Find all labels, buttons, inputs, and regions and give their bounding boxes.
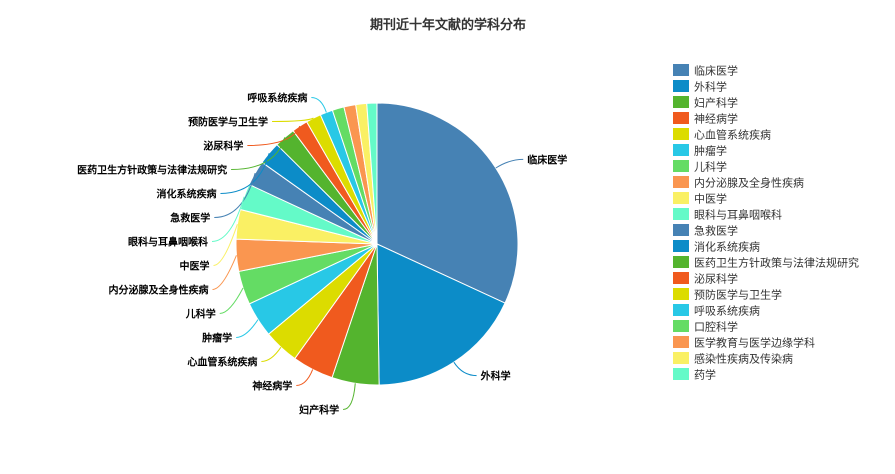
legend-label-6[interactable]: 肿瘤学 [694,144,727,158]
legend-label-2[interactable]: 外科学 [694,80,727,94]
pie-label-4: 神经病学 [252,379,292,392]
pie-label-10: 眼科与耳鼻咽喉科 [128,235,208,248]
legend-label-20[interactable]: 药学 [694,368,716,382]
legend-label-10[interactable]: 眼科与耳鼻咽喉科 [694,208,782,222]
pie-label-9: 中医学 [179,259,209,272]
legend-swatch-14[interactable] [673,272,689,284]
pie-label-16: 呼吸系统疾病 [247,91,307,104]
legend-swatch-3[interactable] [673,96,689,108]
legend-swatch-17[interactable] [673,320,689,332]
legend-label-1[interactable]: 临床医学 [694,64,738,78]
chart-title: 期刊近十年文献的学科分布 [370,17,526,33]
pie-label-14: 泌尿科学 [203,139,243,152]
pie-label-8: 内分泌腺及全身性疾病 [109,283,209,296]
legend-swatch-15[interactable] [673,288,689,300]
legend-swatch-16[interactable] [673,304,689,316]
legend-swatch-2[interactable] [673,80,689,92]
legend-swatch-7[interactable] [673,160,689,172]
legend-label-5[interactable]: 心血管系统疾病 [694,128,771,142]
pie-label-7: 儿科学 [185,307,216,320]
legend-swatch-10[interactable] [673,208,689,220]
legend-swatch-8[interactable] [673,176,689,188]
pie-label-13: 医药卫生方针政策与法律法规研究 [77,163,227,176]
legend-label-3[interactable]: 妇产科学 [694,96,738,110]
legend-swatch-11[interactable] [673,224,689,236]
pie-label-12: 消化系统疾病 [156,187,216,200]
legend-swatch-1[interactable] [673,64,689,76]
legend-swatch-13[interactable] [673,256,689,268]
legend-label-18[interactable]: 医学教育与医学边缘学科 [694,336,815,350]
legend-swatch-19[interactable] [673,352,689,364]
legend-label-9[interactable]: 中医学 [694,192,727,206]
legend-swatch-12[interactable] [673,240,689,252]
legend-label-15[interactable]: 预防医学与卫生学 [694,288,782,302]
pie-label-5: 心血管系统疾病 [187,355,257,368]
pie-label-1: 临床医学 [527,153,567,166]
pie-label-2: 外科学 [480,370,511,383]
legend-label-12[interactable]: 消化系统疾病 [694,240,760,254]
legend-swatch-18[interactable] [673,336,689,348]
pie-slices [235,102,519,386]
pie-slice-20 [366,102,378,245]
legend-label-17[interactable]: 口腔科学 [694,320,738,334]
legend: 临床医学外科学妇产科学神经病学心血管系统疾病肿瘤学儿科学内分泌腺及全身性疾病中医… [673,64,859,382]
legend-swatch-5[interactable] [673,128,689,140]
pie-label-15: 预防医学与卫生学 [188,115,268,128]
legend-label-11[interactable]: 急救医学 [694,224,738,238]
legend-label-14[interactable]: 泌尿科学 [694,272,738,286]
legend-swatch-9[interactable] [673,192,689,204]
legend-swatch-4[interactable] [673,112,689,124]
legend-swatch-20[interactable] [673,368,689,380]
pie-label-3: 妇产科学 [298,403,339,416]
legend-label-16[interactable]: 呼吸系统疾病 [694,304,760,318]
legend-label-8[interactable]: 内分泌腺及全身性疾病 [694,176,804,190]
legend-label-19[interactable]: 感染性疾病及传染病 [694,352,793,366]
legend-label-7[interactable]: 儿科学 [694,160,727,174]
legend-label-13[interactable]: 医药卫生方针政策与法律法规研究 [694,256,859,270]
pie-slice-1 [376,102,519,304]
pie-label-6: 肿瘤学 [202,331,232,344]
legend-label-4[interactable]: 神经病学 [694,112,738,126]
pie-label-11: 急救医学 [170,211,210,224]
legend-swatch-6[interactable] [673,144,689,156]
pie-slice-2 [376,243,506,386]
